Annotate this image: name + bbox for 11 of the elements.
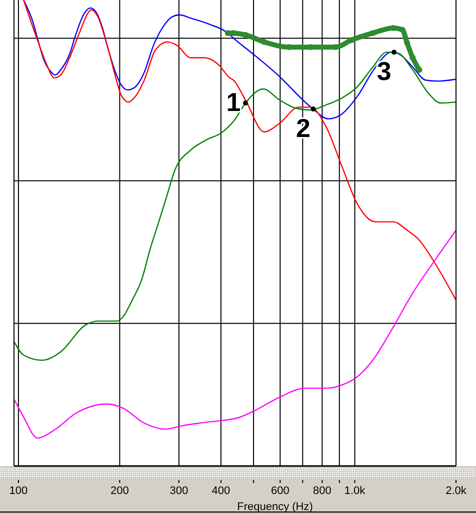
x-tick-label: 1.0k xyxy=(344,485,366,497)
x-tick-label: 400 xyxy=(212,485,230,497)
x-tick-label: 800 xyxy=(312,485,332,497)
annotation: 3 xyxy=(376,56,392,86)
x-tick-label: 200 xyxy=(110,485,129,497)
x-tick-label: 600 xyxy=(270,485,290,497)
x-tick-label: 100 xyxy=(9,485,28,497)
x-tick-label: 2.0k xyxy=(446,485,467,497)
x-axis-title: Frequency (Hz) xyxy=(237,501,313,513)
x-tick-label: 300 xyxy=(170,485,188,497)
annotation: 1 xyxy=(226,86,241,117)
